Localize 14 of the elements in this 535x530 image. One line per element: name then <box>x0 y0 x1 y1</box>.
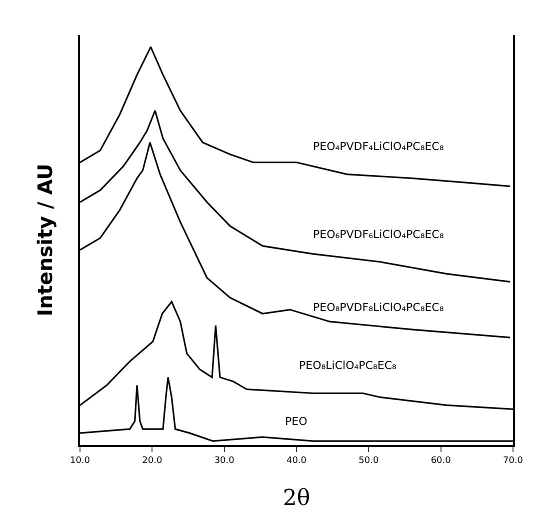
y-axis-title: Intensity / AU <box>33 164 57 316</box>
series-label: PEO₄PVDF₄LiClO₄PC₈EC₈ <box>313 140 444 153</box>
x-tick-label: 30.0 <box>214 456 235 466</box>
x-tick-label: 20.0 <box>142 456 162 466</box>
series-label: PEO <box>285 415 308 428</box>
series-label: PEO₈PVDF₈LiClO₄PC₈EC₈ <box>313 301 444 314</box>
x-tick-label: 50.0 <box>358 456 379 466</box>
x-tick-label: 40.0 <box>286 456 307 466</box>
x-axis-title: 2θ <box>282 486 310 512</box>
series-label: PEO₆PVDF₆LiClO₄PC₈EC₈ <box>313 228 444 241</box>
x-tick-label: 70.0 <box>502 456 524 466</box>
x-tick-label: 60.0 <box>430 456 452 466</box>
x-tick-label: 10.0 <box>70 456 90 466</box>
series-label: PEO₈LiClO₄PC₈EC₈ <box>299 359 397 372</box>
